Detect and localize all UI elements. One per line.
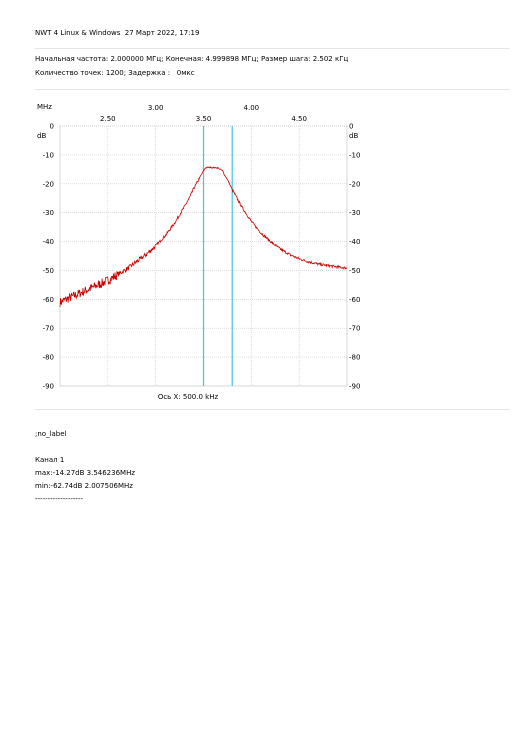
y-axis-label-right: dB — [349, 132, 358, 140]
y-tick-label-left: -10 — [43, 151, 54, 159]
y-tick-label-right: -50 — [349, 267, 360, 275]
divider-mid — [35, 89, 510, 90]
trace-label: ;no_label — [35, 430, 67, 438]
y-tick-label-left: -40 — [43, 238, 54, 246]
y-tick-label-left: -90 — [43, 383, 54, 391]
sweep-parameters: Начальная частота: 2.000000 МГц; Конечна… — [35, 55, 349, 63]
frequency-response-chart: MHz dB dB Ось X: 500.0 kHz 0 0 -10 -10 -20 -2… — [37, 103, 361, 401]
x-tick-label-lower: 2.50 — [100, 115, 116, 123]
x-tick-label-upper: 4.00 — [244, 104, 260, 112]
x-tick-label-lower: 4.50 — [291, 115, 307, 123]
y-tick-label-right: -60 — [349, 296, 360, 304]
y-tick-label-right: -20 — [349, 180, 360, 188]
y-tick-label-left: -80 — [43, 354, 54, 362]
y-tick-label-left: -30 — [43, 209, 54, 217]
document-title: NWT 4 Linux & Windows 27 Март 2022, 17:1… — [35, 29, 200, 37]
y-tick-label-left: -70 — [43, 325, 54, 333]
response-trace — [59, 166, 348, 307]
x-tick-label-upper: 3.00 — [148, 104, 164, 112]
y-tick-label-right: -10 — [349, 151, 360, 159]
marker-lines — [202, 126, 233, 386]
divider-bottom — [35, 409, 510, 410]
y-tick-label-left: 0 — [50, 123, 54, 131]
channel-title: Канал 1 — [35, 456, 65, 464]
tick-labels: 0 0 -10 -10 -20 -20 -30 -30 -40 -40 -50 -50 -60 -60 -7… — [43, 104, 361, 391]
y-tick-label-left: -60 — [43, 296, 54, 304]
y-tick-label-right: -40 — [349, 238, 360, 246]
y-tick-label-right: -90 — [349, 383, 360, 391]
x-tick-label-lower: 3.50 — [196, 115, 212, 123]
max-readout: max:-14.27dB 3.546236MHz — [35, 469, 136, 477]
x-axis-footer-label: Ось X: 500.0 kHz — [158, 393, 219, 401]
divider-top — [35, 48, 510, 49]
x-unit-label: MHz — [37, 103, 52, 111]
y-tick-label-right: -70 — [349, 325, 360, 333]
points-and-delay: Количество точек: 1200; Задержка : 0мкс — [35, 69, 195, 77]
y-axis-label-left: dB — [37, 132, 46, 140]
y-tick-label-right: -80 — [349, 354, 360, 362]
y-tick-label-right: -30 — [349, 209, 360, 217]
separator-dashes: ------------------- — [35, 495, 83, 503]
y-tick-label-left: -20 — [43, 180, 54, 188]
y-tick-label-right: 0 — [349, 123, 353, 131]
y-tick-label-left: -50 — [43, 267, 54, 275]
trace-layer — [59, 166, 348, 307]
min-readout: min:-62.74dB 2.007506MHz — [35, 482, 133, 490]
